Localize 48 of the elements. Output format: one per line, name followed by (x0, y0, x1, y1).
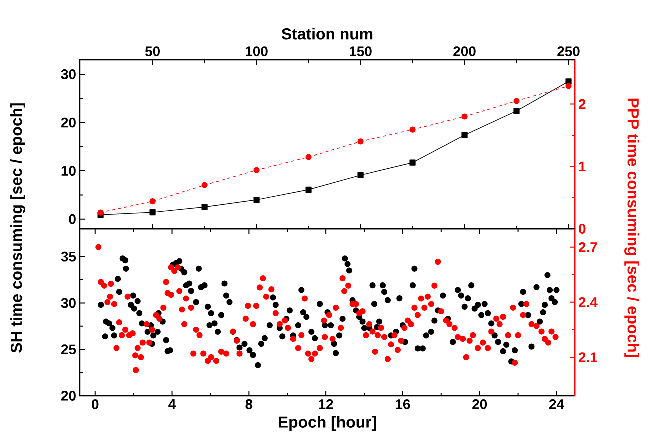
y-axis-title: SH time consuming [sec / epoch] (10, 104, 26, 353)
y2-tick-label: 2 (579, 99, 586, 110)
y-tick-label: 10 (62, 166, 76, 176)
point (254, 196, 260, 204)
point (202, 204, 208, 210)
y2-axis-title: PPP time consuming [sec / epoch] (624, 98, 640, 358)
point (306, 154, 312, 160)
y-tick-label: 25 (61, 344, 76, 355)
y-tick-label: 30 (61, 298, 76, 308)
x-tick-label: 16 (396, 400, 410, 410)
point (358, 138, 364, 145)
x-tick-label: 20 (472, 400, 488, 410)
x-tick-label: 0 (92, 400, 99, 410)
y-tick-label: 0 (69, 214, 76, 224)
x-tick-label: 4 (168, 400, 176, 410)
point (306, 186, 312, 193)
x-tick-label: 12 (319, 400, 334, 410)
x-tick-label: 150 (350, 46, 372, 56)
x-tick-label: 24 (549, 400, 564, 410)
point (410, 160, 416, 166)
y-tick-label: 30 (61, 70, 76, 80)
y2-tick-label: 1 (579, 162, 586, 172)
point (150, 198, 156, 205)
y-tick-label: 35 (61, 252, 76, 262)
y2-tick-label: 2.7 (579, 242, 598, 252)
y2-tick-label: 2.1 (579, 352, 598, 362)
x-tick-label: 50 (145, 46, 160, 56)
x-axis-title: Epoch [hour] (278, 416, 376, 432)
point (410, 126, 416, 133)
y2-tick-label: 2.4 (579, 298, 598, 308)
point (202, 182, 208, 188)
point (254, 167, 260, 174)
point (514, 98, 520, 104)
x-tick-label: 200 (454, 46, 476, 56)
x-axis-title: Station num (282, 28, 373, 40)
point (514, 108, 520, 114)
point (358, 172, 364, 178)
y-tick-label: 20 (61, 118, 76, 128)
point (566, 83, 572, 90)
x-tick-label: 250 (558, 46, 580, 56)
point (462, 132, 468, 138)
point (462, 114, 468, 120)
y2-tick-label: 0 (579, 224, 586, 234)
point (98, 210, 104, 216)
y-tick-label: 20 (61, 391, 76, 401)
x-tick-label: 100 (246, 46, 268, 56)
x-tick-label: 8 (246, 400, 253, 410)
point (150, 210, 156, 216)
